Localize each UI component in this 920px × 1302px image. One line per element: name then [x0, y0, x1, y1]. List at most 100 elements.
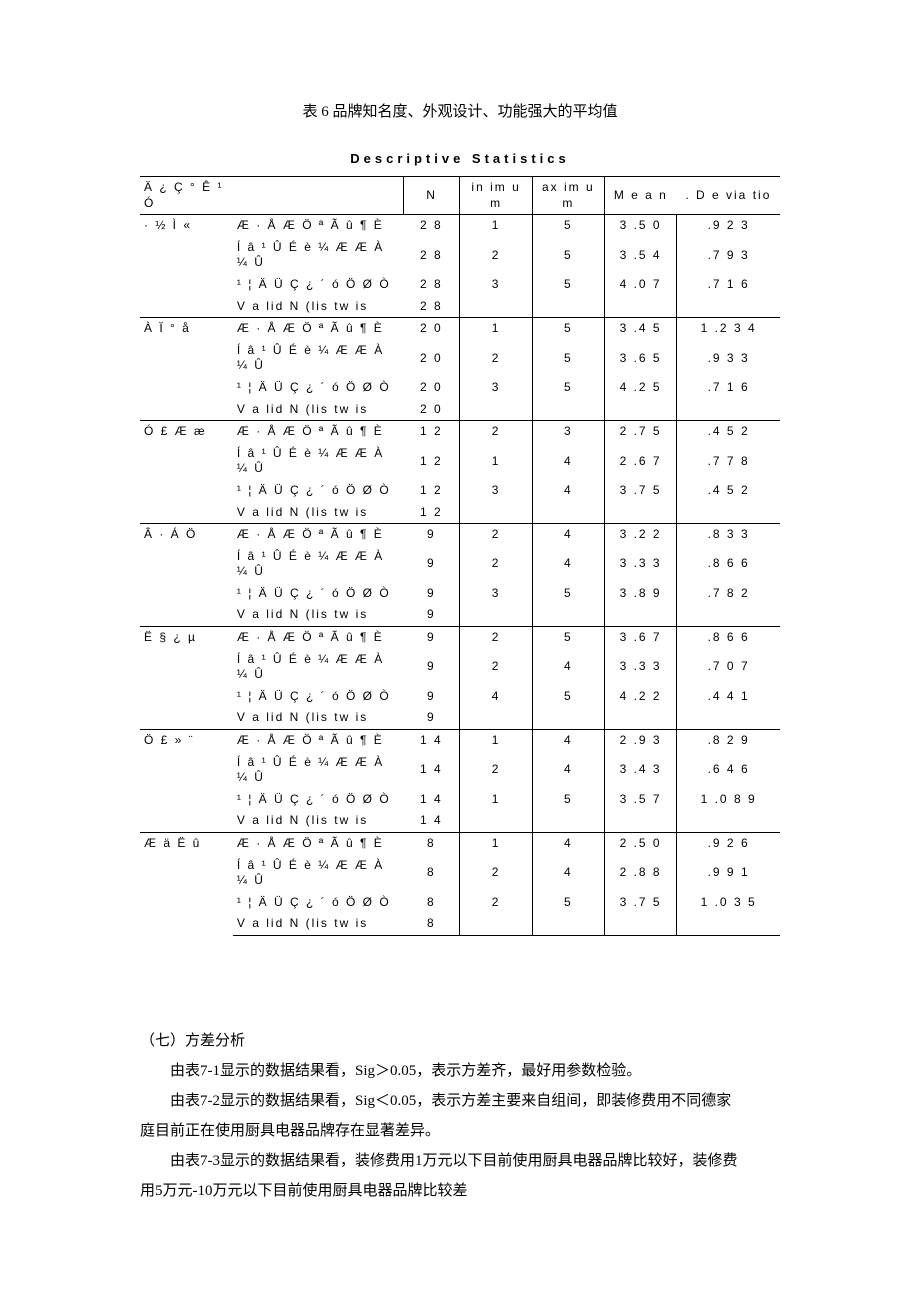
min-cell: 3	[460, 480, 532, 502]
std-cell: .9 9 1	[677, 855, 780, 892]
header-min: in im u m	[460, 177, 532, 215]
table-row: Ö £ » ¨Æ · Å Æ Ö ª Ã û ¶ È1 4142 .9 3.8 …	[140, 730, 780, 752]
mean-cell: 3 .7 5	[604, 480, 676, 502]
min-cell: 2	[460, 649, 532, 686]
max-cell	[532, 399, 604, 421]
max-cell: 5	[532, 627, 604, 649]
mean-cell: 3 .6 5	[604, 340, 676, 377]
mean-cell: 3 .7 5	[604, 892, 676, 914]
min-cell: 4	[460, 686, 532, 708]
table-row: Í â ¹ Û É è ¼ Æ Æ À ¼ Û8242 .8 8.9 9 1	[140, 855, 780, 892]
variable-label: V a lid N (lis tw is	[233, 913, 403, 935]
mean-cell	[604, 604, 676, 626]
min-cell: 1	[460, 215, 532, 237]
variable-label: Í â ¹ Û É è ¼ Æ Æ À ¼ Û	[233, 649, 403, 686]
max-cell: 4	[532, 546, 604, 583]
max-cell: 5	[532, 892, 604, 914]
section-heading: （七）方差分析	[140, 1026, 780, 1056]
max-cell: 4	[532, 524, 604, 546]
n-cell: 9	[403, 604, 460, 626]
max-cell: 5	[532, 215, 604, 237]
mean-cell: 3 .5 7	[604, 789, 676, 811]
variable-label: Í â ¹ Û É è ¼ Æ Æ À ¼ Û	[233, 546, 403, 583]
category-cell: · ½ Ì «	[140, 215, 233, 318]
max-cell: 5	[532, 377, 604, 399]
mean-cell: 3 .2 2	[604, 524, 676, 546]
variable-label: ¹ ¦ Ä Ü Ç ¿ ´ ó Ö Ø Ò	[233, 583, 403, 605]
std-cell: .9 2 3	[677, 215, 780, 237]
n-cell: 9	[403, 546, 460, 583]
max-cell	[532, 707, 604, 729]
header-max: ax im u m	[532, 177, 604, 215]
variable-label: ¹ ¦ Ä Ü Ç ¿ ´ ó Ö Ø Ò	[233, 480, 403, 502]
variable-label: V a lid N (lis tw is	[233, 502, 403, 524]
variable-label: Æ · Å Æ Ö ª Ã û ¶ È	[233, 318, 403, 340]
paragraph-2-line2: 庭目前正在使用厨具电器品牌存在显著差异。	[140, 1116, 780, 1146]
max-cell: 4	[532, 443, 604, 480]
variable-label: V a lid N (lis tw is	[233, 707, 403, 729]
n-cell: 2 0	[403, 377, 460, 399]
std-cell	[677, 913, 780, 935]
table-row: V a lid N (lis tw is2 0	[140, 399, 780, 421]
max-cell: 5	[532, 318, 604, 340]
mean-cell: 3 .3 3	[604, 546, 676, 583]
std-cell: .7 8 2	[677, 583, 780, 605]
mean-cell: 3 .8 9	[604, 583, 676, 605]
paragraph-3-line2: 用5万元-10万元以下目前使用厨具电器品牌比较差	[140, 1176, 780, 1206]
max-cell: 4	[532, 752, 604, 789]
n-cell: 2 8	[403, 296, 460, 318]
header-std: . D e via tio	[677, 177, 780, 215]
table-row: ¹ ¦ Ä Ü Ç ¿ ´ ó Ö Ø Ò9353 .8 9.7 8 2	[140, 583, 780, 605]
min-cell: 1	[460, 443, 532, 480]
variable-label: Æ · Å Æ Ö ª Ã û ¶ È	[233, 421, 403, 443]
paragraph-3-line1: 由表7-3显示的数据结果看，装修费用1万元以下目前使用厨具电器品牌比较好，装修费	[140, 1146, 780, 1176]
mean-cell	[604, 296, 676, 318]
variable-label: Æ · Å Æ Ö ª Ã û ¶ È	[233, 730, 403, 752]
n-cell: 2 8	[403, 274, 460, 296]
min-cell: 2	[460, 524, 532, 546]
max-cell: 5	[532, 686, 604, 708]
n-cell: 1 4	[403, 810, 460, 832]
variable-label: Í â ¹ Û É è ¼ Æ Æ À ¼ Û	[233, 237, 403, 274]
variable-label: Æ · Å Æ Ö ª Ã û ¶ È	[233, 833, 403, 855]
table-row: À Ï ° åÆ · Å Æ Ö ª Ã û ¶ È2 0153 .4 51 .…	[140, 318, 780, 340]
min-cell: 2	[460, 892, 532, 914]
max-cell: 5	[532, 237, 604, 274]
max-cell: 5	[532, 789, 604, 811]
min-cell: 3	[460, 377, 532, 399]
max-cell: 4	[532, 855, 604, 892]
n-cell: 1 4	[403, 730, 460, 752]
min-cell: 2	[460, 340, 532, 377]
max-cell	[532, 604, 604, 626]
min-cell	[460, 810, 532, 832]
category-cell: Æ ä Ë û	[140, 833, 233, 936]
variable-label: V a lid N (lis tw is	[233, 810, 403, 832]
min-cell	[460, 296, 532, 318]
min-cell: 3	[460, 583, 532, 605]
min-cell: 2	[460, 421, 532, 443]
category-cell: Ö £ » ¨	[140, 730, 233, 833]
n-cell: 9	[403, 649, 460, 686]
min-cell: 1	[460, 833, 532, 855]
table-row: Ó £ Æ æÆ · Å Æ Ö ª Ã û ¶ È1 2232 .7 5.4 …	[140, 421, 780, 443]
std-cell: .7 9 3	[677, 237, 780, 274]
descriptive-statistics-table: Ä ¿ Ç ° Ê ¹ Ó N in im u m ax im u m M e …	[140, 176, 780, 936]
mean-cell	[604, 399, 676, 421]
n-cell: 2 0	[403, 399, 460, 421]
min-cell: 1	[460, 318, 532, 340]
mean-cell: 3 .4 5	[604, 318, 676, 340]
std-cell	[677, 707, 780, 729]
table-row: V a lid N (lis tw is9	[140, 707, 780, 729]
table-row: V a lid N (lis tw is8	[140, 913, 780, 935]
n-cell: 8	[403, 892, 460, 914]
mean-cell: 4 .2 2	[604, 686, 676, 708]
std-cell: .6 4 6	[677, 752, 780, 789]
n-cell: 9	[403, 583, 460, 605]
std-cell: .7 1 6	[677, 274, 780, 296]
min-cell: 2	[460, 752, 532, 789]
table-row: ¹ ¦ Ä Ü Ç ¿ ´ ó Ö Ø Ò8253 .7 51 .0 3 5	[140, 892, 780, 914]
max-cell: 5	[532, 340, 604, 377]
category-cell: À Ï ° å	[140, 318, 233, 421]
max-cell: 4	[532, 649, 604, 686]
std-cell: .8 6 6	[677, 627, 780, 649]
